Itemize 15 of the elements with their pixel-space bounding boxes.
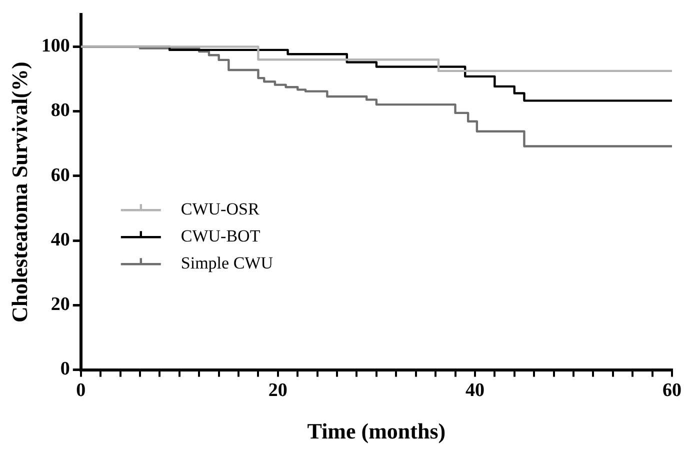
y-tick-label: 80 xyxy=(50,100,70,122)
x-axis-title: Time (months) xyxy=(307,418,446,444)
y-tick-label: 0 xyxy=(60,358,70,380)
y-tick-label: 20 xyxy=(50,294,70,316)
x-tick-label: 0 xyxy=(76,380,86,402)
y-tick-label: 60 xyxy=(50,164,70,186)
x-tick-label: 60 xyxy=(662,380,682,402)
legend-label: Simple CWU xyxy=(180,254,273,273)
legend-label: CWU-OSR xyxy=(180,200,260,219)
y-tick-label: 100 xyxy=(41,36,70,57)
legend-label: CWU-BOT xyxy=(180,226,261,246)
y-tick-label: 40 xyxy=(50,229,70,250)
x-tick-label: 40 xyxy=(465,380,484,402)
y-axis-title: Cholesteatoma Survival(%) xyxy=(6,62,32,323)
x-tick-label: 20 xyxy=(268,380,288,402)
